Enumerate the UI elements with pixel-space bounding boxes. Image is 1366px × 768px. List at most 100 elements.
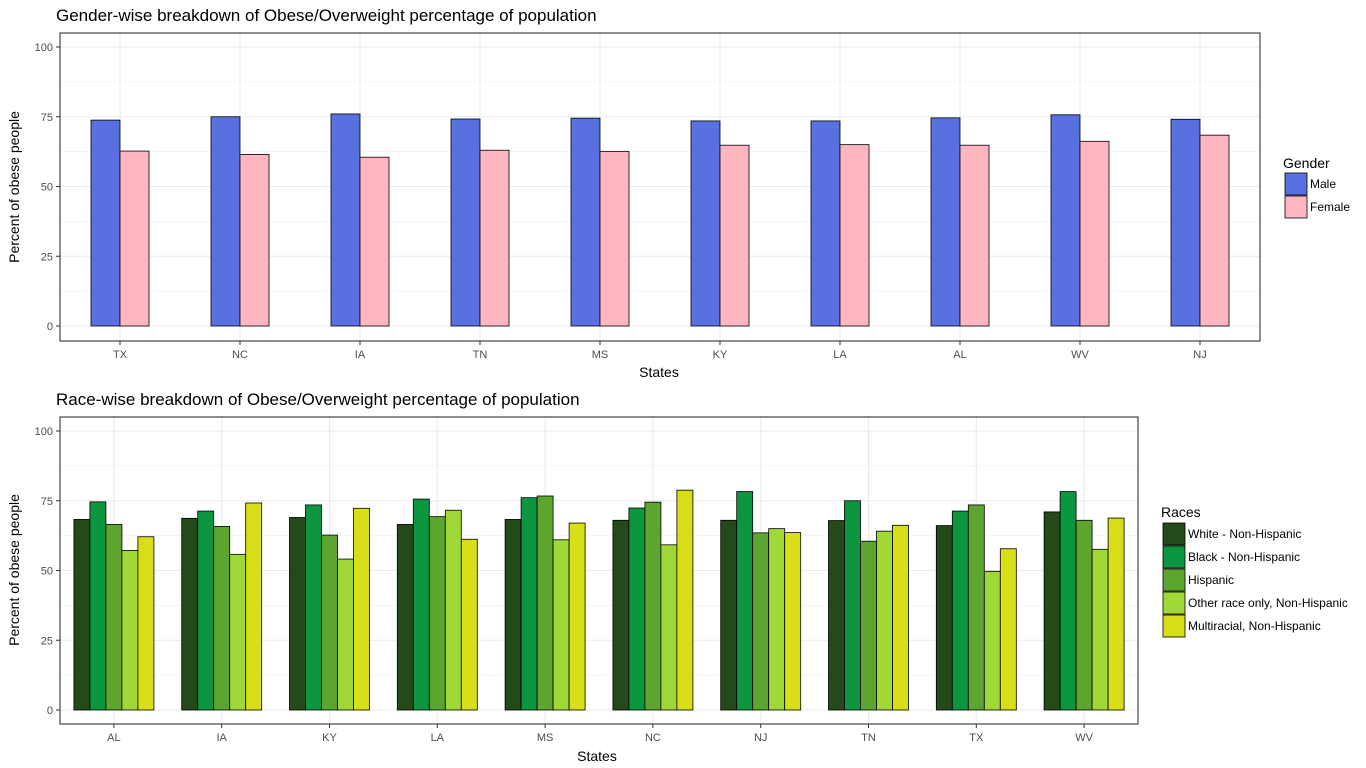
- chart-title: Gender-wise breakdown of Obese/Overweigh…: [56, 6, 597, 25]
- legend-label: White - Non-Hispanic: [1188, 527, 1301, 541]
- bar: [359, 156, 390, 327]
- legend: Male Female: [1284, 172, 1350, 219]
- bar: [305, 504, 322, 711]
- x-tick-label: TX: [969, 732, 984, 744]
- x-tick-label: NC: [645, 732, 661, 744]
- bar: [353, 507, 370, 711]
- bar: [460, 538, 478, 711]
- bar: [844, 500, 861, 711]
- bar: [119, 150, 150, 327]
- bar: [568, 522, 586, 711]
- x-tick-label: AL: [107, 732, 120, 744]
- bar: [479, 149, 510, 327]
- bar: [628, 507, 646, 711]
- bar: [1079, 140, 1110, 327]
- bar: [428, 516, 446, 711]
- y-tick-label: 0: [47, 321, 53, 333]
- bar: [644, 501, 662, 711]
- bar: [289, 517, 306, 711]
- legend-key: [1162, 522, 1186, 546]
- x-tick-label: LA: [833, 349, 847, 361]
- legend-label: Male: [1310, 177, 1336, 191]
- bar: [504, 519, 522, 711]
- x-tick-label: MS: [592, 349, 609, 361]
- bar: [930, 117, 961, 327]
- y-tick-label: 100: [35, 426, 53, 438]
- y-axis-title: Percent of obese people: [6, 494, 22, 646]
- bar: [839, 144, 870, 327]
- bar: [768, 528, 786, 711]
- x-axis-title: States: [577, 748, 617, 764]
- bar: [229, 553, 247, 711]
- legend-title: Gender: [1283, 155, 1330, 171]
- bar: [450, 118, 481, 327]
- x-axis-title: States: [639, 364, 679, 380]
- bar: [876, 530, 893, 711]
- bar: [999, 548, 1017, 711]
- bar: [736, 491, 754, 711]
- bar: [121, 550, 139, 711]
- legend-key: [1162, 545, 1186, 569]
- bars: [90, 113, 1230, 327]
- x-tick-label: MS: [537, 732, 554, 744]
- bar: [239, 154, 270, 327]
- legend-label: Other race only, Non-Hispanic: [1188, 596, 1348, 610]
- bar: [935, 525, 953, 711]
- bar: [752, 532, 770, 711]
- bar: [1199, 134, 1230, 327]
- bar: [520, 497, 538, 711]
- y-axis-title: Percent of obese people: [6, 111, 22, 263]
- race-chart: Race-wise breakdown of Obese/Overweight …: [6, 390, 1348, 764]
- x-tick-label: AL: [953, 349, 966, 361]
- y-tick-label: 100: [35, 42, 53, 54]
- legend-key: [1284, 172, 1308, 196]
- bar: [720, 519, 738, 711]
- x-tick-label: KY: [322, 732, 337, 744]
- bar: [612, 519, 630, 711]
- y-tick-label: 75: [41, 496, 53, 508]
- bar: [983, 570, 1001, 711]
- bar: [444, 509, 462, 711]
- y-tick-label: 0: [47, 705, 53, 717]
- bar: [959, 144, 990, 327]
- bar: [690, 120, 721, 327]
- bar: [552, 539, 570, 711]
- x-tick-label: IA: [216, 732, 227, 744]
- x-tick-label: WV: [1075, 732, 1093, 744]
- bar: [1075, 519, 1093, 711]
- bar: [181, 517, 199, 711]
- legend-label: Black - Non-Hispanic: [1188, 550, 1300, 564]
- y-tick-label: 25: [41, 251, 53, 263]
- bar: [245, 502, 263, 711]
- legend: White - Non-Hispanic Black - Non-Hispanic…: [1162, 522, 1348, 638]
- bar: [951, 510, 969, 711]
- legend-key: [1162, 568, 1186, 592]
- bar: [73, 519, 91, 711]
- bar: [321, 534, 338, 711]
- bar: [1091, 548, 1109, 711]
- bar: [137, 536, 155, 711]
- bar: [892, 524, 909, 711]
- bar: [89, 501, 107, 711]
- bar: [1059, 491, 1077, 711]
- x-tick-label: NC: [232, 349, 248, 361]
- bars: [73, 489, 1125, 711]
- bar: [828, 520, 845, 711]
- bar: [90, 119, 121, 327]
- bar: [337, 558, 354, 711]
- bar: [1170, 118, 1201, 327]
- bar: [719, 144, 750, 327]
- chart-title: Race-wise breakdown of Obese/Overweight …: [56, 390, 580, 409]
- legend-label: Multiracial, Non-Hispanic: [1188, 619, 1321, 633]
- bar: [1043, 511, 1061, 711]
- y-tick-label: 50: [41, 566, 53, 578]
- bar: [197, 510, 215, 711]
- bar: [412, 498, 430, 711]
- bar: [570, 117, 601, 327]
- bar: [660, 544, 678, 711]
- x-tick-label: TN: [473, 349, 488, 361]
- bar: [536, 495, 554, 711]
- bar: [330, 113, 361, 327]
